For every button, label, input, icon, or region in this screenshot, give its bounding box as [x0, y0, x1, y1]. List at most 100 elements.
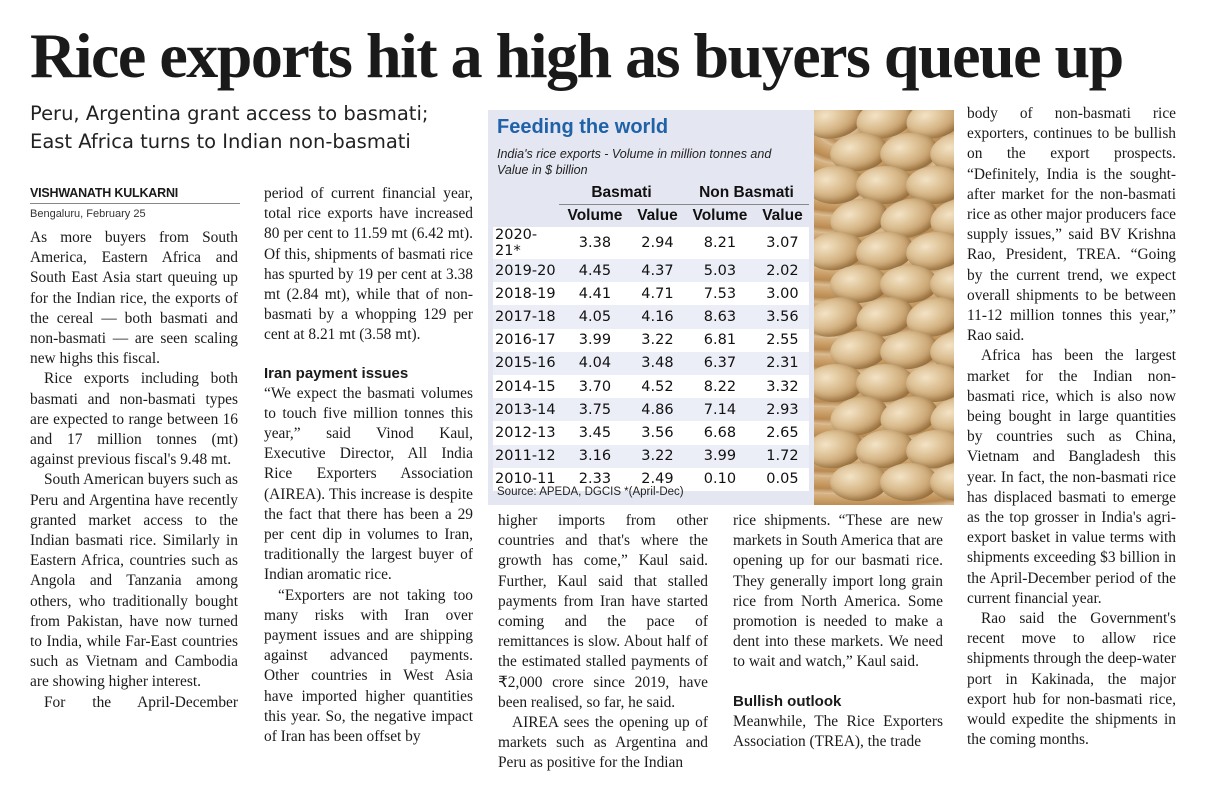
value-cell: 3.32: [766, 378, 799, 395]
value-cell: 8.22: [703, 378, 737, 395]
subhead-bullish: Bullish outlook: [733, 692, 842, 710]
value-cell: 3.22: [641, 332, 674, 349]
exports-table: Basmati Non Basmati Volume Value Volume …: [493, 182, 809, 491]
value-cell: 2.65: [766, 424, 799, 441]
year-cell: 2019-20: [495, 262, 556, 279]
paragraph: rice shipments. “These are new markets i…: [733, 512, 943, 671]
table-row: 2018-19 4.41 4.71 7.53 3.00: [493, 282, 809, 306]
paragraph: “We expect the basmati volumes to touch …: [264, 384, 473, 584]
table-corner: [493, 205, 559, 228]
year-cell: 2012-13: [495, 424, 556, 441]
value-cell: 3.00: [766, 285, 799, 302]
rice-sacks-photo: [814, 110, 954, 505]
year-cell: 2020-21*: [495, 227, 538, 259]
table-row: 2010-11 2.33 2.49 0.10 0.05: [493, 467, 809, 491]
paragraph: period of current financial year, total …: [264, 185, 473, 344]
byline: VISHWANATH KULKARNI Bengaluru, February …: [30, 186, 240, 220]
value-cell: 3.45: [578, 424, 612, 441]
table-row: 2015-16 4.04 3.48 6.37 2.31: [493, 351, 809, 375]
value-cell: 7.14: [703, 401, 737, 418]
value-cell: 3.70: [578, 378, 612, 395]
table-row: 2016-17 3.99 3.22 6.81 2.55: [493, 328, 809, 352]
value-cell: 3.22: [641, 448, 674, 465]
value-cell: 1.72: [766, 448, 799, 465]
value-cell: 4.41: [578, 285, 612, 302]
article-column-3: higher imports from other countries and …: [498, 511, 708, 774]
value-cell: 3.38: [578, 235, 612, 251]
value-cell: 2.49: [641, 471, 674, 488]
paragraph: body of non-basmati rice exporters, cont…: [967, 105, 1176, 345]
value-cell: 4.05: [578, 308, 612, 325]
deck: Peru, Argentina grant access to basmati;…: [30, 102, 429, 153]
year-cell: 2017-18: [495, 308, 556, 325]
value-cell: 3.16: [578, 448, 612, 465]
value-cell: 8.21: [703, 235, 737, 251]
year-cell: 2015-16: [495, 355, 556, 372]
year-cell: 2018-19: [495, 285, 556, 302]
value-cell: 3.48: [641, 355, 674, 372]
year-cell: 2011-12: [495, 448, 556, 465]
value-cell: 3.75: [578, 401, 612, 418]
value-cell: 3.56: [641, 424, 674, 441]
paragraph: Africa has been the largest market for t…: [967, 347, 1176, 607]
article-column-2: period of current financial year, total …: [264, 184, 473, 747]
paragraph: Rao said the Government's recent move to…: [967, 610, 1176, 749]
column-header: Value: [637, 207, 678, 224]
value-cell: 0.05: [766, 471, 799, 488]
graphic-subtitle: India's rice exports - Volume in million…: [497, 147, 772, 177]
paragraph: Rice exports including both basmati and …: [30, 370, 238, 469]
value-cell: 8.63: [703, 308, 737, 325]
year-cell: 2016-17: [495, 332, 556, 349]
value-cell: 4.86: [641, 401, 674, 418]
group-header-basmati: Basmati: [559, 182, 684, 205]
column-header: Value: [762, 207, 803, 224]
value-cell: 7.53: [703, 285, 737, 302]
column-header: Volume: [692, 207, 748, 224]
table-row: 2013-14 3.75 4.86 7.14 2.93: [493, 398, 809, 422]
value-cell: 6.81: [703, 332, 737, 349]
rice-exports-table-graphic: Feeding the world India's rice exports -…: [488, 110, 814, 505]
value-cell: 6.37: [703, 355, 737, 372]
paragraph: As more buyers from South America, Easte…: [30, 229, 238, 368]
value-cell: 3.99: [578, 332, 612, 349]
value-cell: 4.71: [641, 285, 674, 302]
table-row: 2017-18 4.05 4.16 8.63 3.56: [493, 305, 809, 329]
table-row: 2012-13 3.45 3.56 6.68 2.65: [493, 421, 809, 445]
value-cell: 4.52: [641, 378, 674, 395]
article-column-1: As more buyers from South America, Easte…: [30, 228, 238, 713]
value-cell: 3.99: [703, 448, 737, 465]
paragraph: AIREA sees the opening up of markets suc…: [498, 714, 708, 772]
group-header-non-basmati: Non Basmati: [683, 182, 809, 205]
table-row: 2014-15 3.70 4.52 8.22 3.32: [493, 374, 809, 399]
paragraph: For the April-December: [44, 693, 238, 711]
paragraph: higher imports from other countries and …: [498, 512, 708, 711]
table-corner: [493, 182, 559, 205]
value-cell: 2.33: [578, 471, 612, 488]
table-row: 2019-20 4.45 4.37 5.03 2.02: [493, 259, 809, 283]
column-header: Volume: [567, 207, 623, 224]
article-column-5: body of non-basmati rice exporters, cont…: [967, 104, 1176, 751]
table-row: 2011-12 3.16 3.22 3.99 1.72: [493, 444, 809, 468]
graphic-title: Feeding the world: [497, 116, 669, 138]
value-cell: 2.31: [766, 355, 799, 372]
value-cell: 6.68: [703, 424, 737, 441]
value-cell: 3.56: [766, 308, 799, 325]
subhead-iran: Iran payment issues: [264, 364, 409, 382]
value-cell: 2.94: [641, 235, 674, 251]
value-cell: 2.02: [766, 262, 799, 279]
paragraph: South American buyers such as Peru and A…: [30, 471, 238, 691]
paragraph: Meanwhile, The Rice Exporters Associatio…: [733, 712, 943, 750]
value-cell: 5.03: [703, 262, 737, 279]
value-cell: 4.04: [578, 355, 612, 372]
table-body: 2020-21* 3.38 2.94 8.21 3.07 2019-20 4.45 4.37 5…: [493, 227, 809, 491]
value-cell: 4.16: [641, 308, 674, 325]
value-cell: 2.93: [766, 401, 799, 418]
year-cell: 2010-11: [495, 471, 556, 488]
author-name: VISHWANATH KULKARNI: [30, 186, 240, 204]
year-cell: 2014-15: [495, 378, 556, 395]
graphic-source: Source: APEDA, DGCIS *(April-Dec): [497, 486, 684, 498]
value-cell: 2.55: [766, 332, 799, 349]
article-column-4: rice shipments. “These are new markets i…: [733, 511, 943, 752]
value-cell: 4.37: [641, 262, 674, 279]
table-row: 2020-21* 3.38 2.94 8.21 3.07: [493, 227, 809, 259]
